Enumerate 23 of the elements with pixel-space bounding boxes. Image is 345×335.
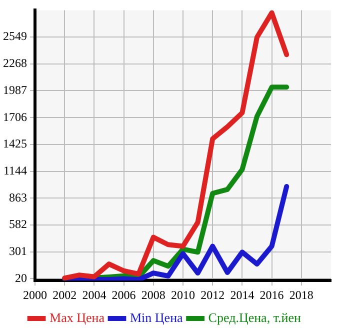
x-tick-label: 2018 [289, 288, 314, 302]
x-tick-label: 2004 [82, 288, 106, 302]
x-tick-label: 2000 [23, 288, 47, 302]
x-tick-label: 2014 [230, 288, 254, 302]
x-tick-label: 2008 [141, 288, 166, 302]
x-tick-label: 2012 [200, 288, 225, 302]
y-tick-label: 20 [15, 270, 27, 285]
legend-label: Max Цена [50, 310, 105, 325]
y-tick-label: 1425 [3, 136, 27, 151]
y-tick-label: 582 [9, 217, 27, 232]
y-tick-label: 2268 [3, 56, 27, 70]
legend-label: Min Цена [130, 310, 184, 325]
x-tick-label: 2006 [112, 288, 136, 302]
y-tick-label: 1144 [3, 163, 27, 178]
legend-label: Сред.Цена, т.йен [208, 310, 302, 325]
y-tick-label: 863 [9, 190, 27, 204]
y-tick-label: 1706 [3, 110, 27, 124]
y-tick-label: 1987 [3, 82, 27, 97]
y-tick-label: 2549 [3, 29, 27, 44]
x-tick-label: 2010 [171, 288, 195, 302]
x-tick-label: 2016 [260, 288, 284, 302]
y-tick-label: 301 [9, 244, 27, 258]
x-tick-label: 2002 [52, 288, 77, 302]
